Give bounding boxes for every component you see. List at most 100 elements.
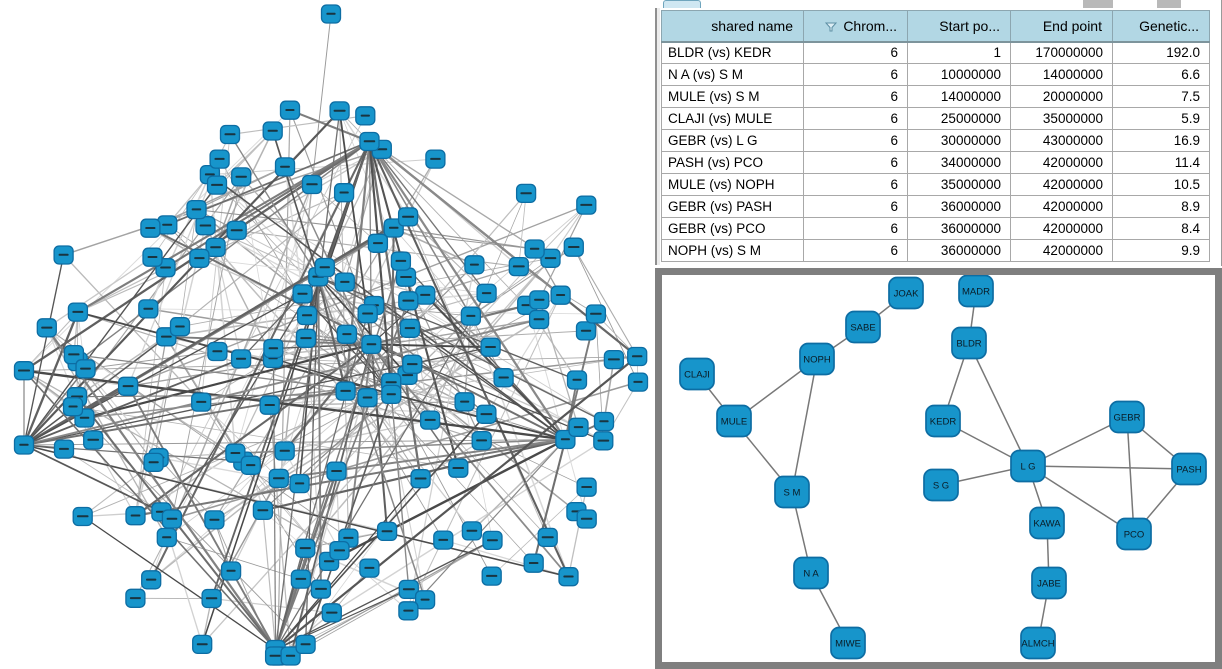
network-node[interactable]: [117, 376, 139, 396]
network-node[interactable]: [169, 317, 191, 337]
overview-edge[interactable]: [1027, 465, 1135, 535]
node-shape[interactable]: [716, 404, 752, 438]
network-node[interactable]: [593, 411, 615, 432]
table-cell[interactable]: 170000000: [1010, 41, 1113, 64]
network-node[interactable]: [226, 220, 247, 241]
node-shape[interactable]: [1116, 517, 1152, 551]
network-node[interactable]: [156, 527, 177, 548]
network-node[interactable]: [186, 199, 207, 220]
network-edge[interactable]: [240, 176, 274, 359]
network-edge[interactable]: [367, 359, 614, 399]
network-node[interactable]: [566, 370, 588, 390]
table-cell[interactable]: 42000000: [1010, 173, 1113, 196]
network-edge[interactable]: [166, 537, 302, 580]
network-edge[interactable]: [85, 351, 218, 370]
table-cell[interactable]: MULE (vs) S M: [661, 85, 804, 108]
node-shape[interactable]: [1171, 452, 1207, 486]
network-edge[interactable]: [393, 227, 535, 250]
network-node[interactable]: [359, 558, 380, 578]
network-node[interactable]: [13, 435, 35, 455]
overview-node-pco[interactable]: PCO: [1116, 517, 1152, 551]
overview-node-almch[interactable]: ALMCH: [1020, 626, 1056, 660]
table-cell[interactable]: 6: [803, 85, 908, 108]
table-row[interactable]: GEBR (vs) PCO 6 36000000 42000000 8.4: [661, 217, 1210, 240]
network-edge[interactable]: [84, 343, 372, 420]
overview-node-pash[interactable]: PASH: [1171, 452, 1207, 486]
network-node[interactable]: [231, 167, 252, 187]
network-node[interactable]: [157, 215, 178, 235]
table-cell[interactable]: 42000000: [1010, 239, 1113, 262]
network-edge[interactable]: [390, 394, 410, 590]
table-cell[interactable]: 1: [907, 41, 1011, 64]
node-shape[interactable]: [1029, 506, 1065, 540]
node-shape[interactable]: [1031, 566, 1067, 600]
overview-edge[interactable]: [968, 342, 1029, 467]
network-node[interactable]: [576, 195, 597, 215]
network-edge[interactable]: [463, 316, 472, 402]
table-row[interactable]: N A (vs) S M 6 10000000 14000000 6.6: [661, 63, 1210, 86]
table-row[interactable]: NOPH (vs) S M 6 36000000 42000000 9.9: [661, 239, 1210, 262]
network-node[interactable]: [585, 304, 607, 324]
network-edge[interactable]: [304, 394, 393, 645]
network-edge[interactable]: [171, 276, 319, 520]
table-cell[interactable]: GEBR (vs) PCO: [661, 217, 804, 240]
network-node[interactable]: [53, 439, 75, 459]
network-node[interactable]: [53, 245, 74, 265]
table-cell[interactable]: 42000000: [1010, 195, 1113, 218]
network-node[interactable]: [523, 553, 544, 573]
node-shape[interactable]: [951, 326, 987, 360]
network-node[interactable]: [329, 101, 350, 121]
table-cell[interactable]: 42000000: [1010, 151, 1113, 174]
network-node[interactable]: [448, 458, 469, 478]
network-node[interactable]: [201, 588, 222, 609]
network-node[interactable]: [399, 318, 421, 338]
overview-edge[interactable]: [791, 358, 818, 493]
table-row[interactable]: GEBR (vs) L G 6 30000000 43000000 16.9: [661, 129, 1210, 152]
table-cell[interactable]: 7.5: [1112, 85, 1210, 108]
network-node[interactable]: [627, 372, 649, 392]
table-cell[interactable]: 35000000: [907, 173, 1011, 196]
tab-fragment[interactable]: [663, 0, 701, 8]
network-edge[interactable]: [23, 358, 242, 446]
network-node[interactable]: [295, 328, 317, 348]
network-node[interactable]: [125, 506, 146, 526]
network-edge[interactable]: [370, 343, 459, 469]
table-cell[interactable]: 6: [803, 217, 908, 240]
node-shape[interactable]: [679, 357, 715, 391]
network-edge[interactable]: [274, 110, 341, 650]
network-node[interactable]: [263, 338, 284, 359]
network-node[interactable]: [464, 255, 485, 275]
network-node[interactable]: [140, 218, 161, 238]
network-node[interactable]: [361, 334, 382, 355]
table-cell[interactable]: 14000000: [907, 85, 1011, 108]
network-node[interactable]: [36, 318, 57, 338]
overview-network-canvas[interactable]: JOAK MADR SABE BLDR NOPH CLAJI GEBR MULE KEDR L G…: [655, 268, 1222, 669]
network-edge[interactable]: [214, 130, 274, 248]
table-cell[interactable]: 36000000: [907, 195, 1011, 218]
network-node[interactable]: [279, 100, 301, 120]
table-cell[interactable]: 6: [803, 173, 908, 196]
network-node[interactable]: [398, 291, 419, 311]
network-node[interactable]: [320, 4, 342, 24]
network-node[interactable]: [415, 285, 436, 305]
network-edge[interactable]: [127, 318, 540, 387]
network-edge[interactable]: [393, 227, 475, 266]
table-row[interactable]: BLDR (vs) KEDR 6 1 170000000 192.0: [661, 41, 1210, 64]
network-node[interactable]: [476, 283, 497, 303]
network-edge[interactable]: [236, 230, 303, 295]
column-header-shared-name[interactable]: shared name: [661, 10, 804, 43]
network-node[interactable]: [558, 567, 579, 587]
network-node[interactable]: [528, 309, 550, 330]
network-edge[interactable]: [274, 313, 369, 650]
table-cell[interactable]: 8.9: [1112, 195, 1210, 218]
network-edge[interactable]: [409, 327, 566, 440]
network-edge[interactable]: [46, 256, 153, 329]
network-edge[interactable]: [85, 368, 160, 459]
network-node[interactable]: [289, 473, 310, 494]
network-node[interactable]: [593, 431, 614, 451]
network-edge[interactable]: [262, 510, 277, 650]
network-node[interactable]: [62, 397, 84, 417]
network-node[interactable]: [398, 579, 419, 600]
network-edge[interactable]: [470, 258, 551, 317]
network-node[interactable]: [326, 461, 347, 481]
